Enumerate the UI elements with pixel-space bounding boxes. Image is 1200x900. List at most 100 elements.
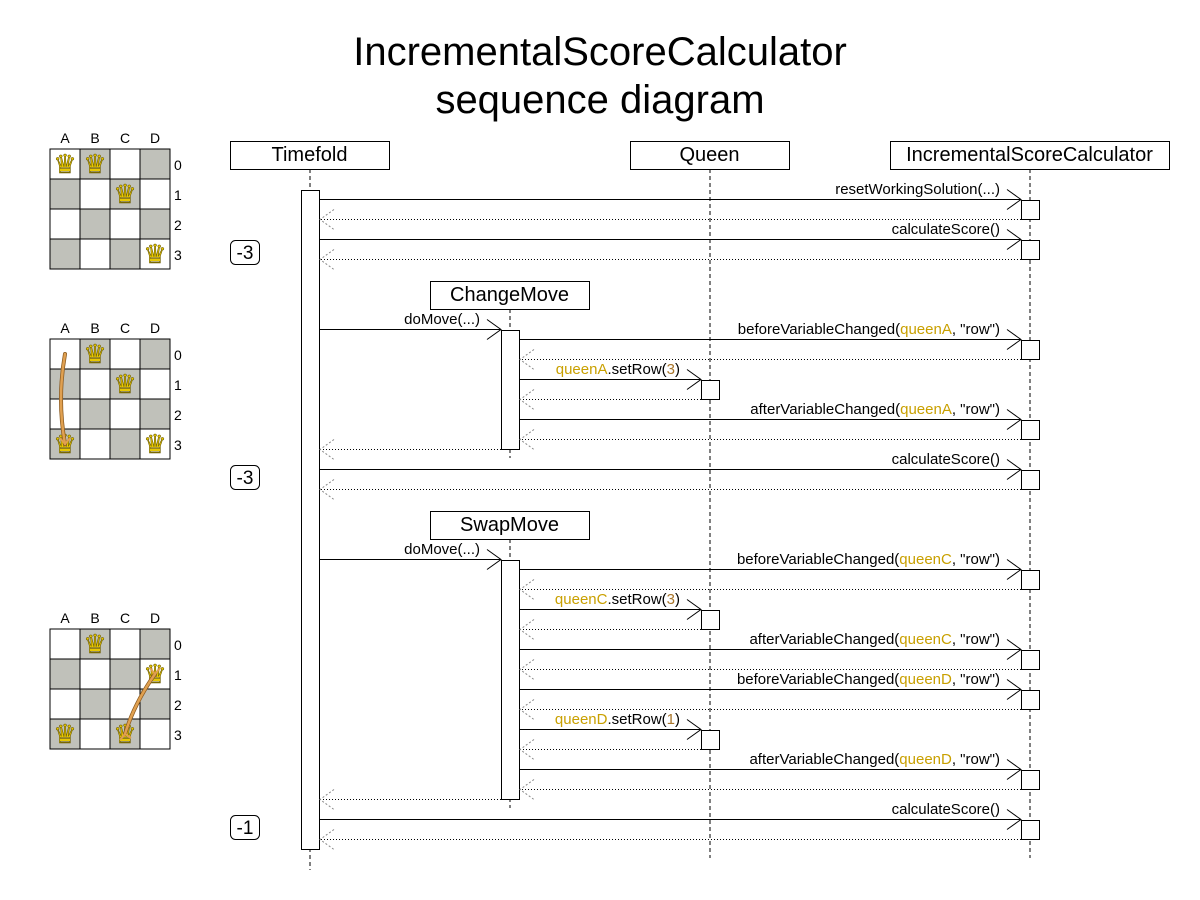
row-label: 3 — [174, 437, 182, 453]
column-label: D — [150, 610, 160, 626]
move-arrowhead — [119, 732, 132, 741]
board-square — [49, 658, 81, 690]
message-label-part: queenA — [900, 321, 952, 338]
isc-activation-box — [1021, 650, 1040, 670]
message-arrowhead — [686, 369, 702, 390]
row-label: 0 — [174, 347, 182, 363]
diagram-title: IncrementalScoreCalculator sequence diag… — [0, 28, 1200, 124]
message-label-part: .setRow( — [607, 591, 666, 608]
score-badge — [230, 240, 260, 265]
isc-activation-box — [1021, 570, 1040, 590]
board-square — [109, 658, 141, 690]
queen-icon: ♛ — [83, 629, 106, 659]
message-label-part: 1 — [667, 711, 675, 728]
isc-activation-box — [1021, 770, 1040, 790]
message-label-part: .setRow( — [607, 711, 666, 728]
message-label-part: ) — [675, 361, 680, 378]
isc-participant-box — [890, 141, 1170, 170]
board-square — [79, 208, 111, 240]
board-square — [109, 178, 141, 210]
message-label-part: queenC — [899, 631, 952, 648]
board-square — [109, 368, 141, 400]
board-square — [139, 688, 171, 720]
timefold-participant-label: Timefold — [272, 144, 348, 166]
queen-icon: ♛ — [53, 719, 76, 749]
row-label: 3 — [174, 247, 182, 263]
queen-icon: ♛ — [143, 239, 166, 269]
message-label-part: 3 — [667, 591, 675, 608]
message-label: queenC.setRow(3) — [555, 591, 680, 608]
message-label-part: afterVariableChanged( — [750, 401, 900, 418]
queen-icon: ♛ — [83, 149, 106, 179]
board-square — [79, 178, 111, 210]
message-arrowhead — [1006, 329, 1022, 350]
message-arrowhead — [1006, 809, 1022, 830]
message-label-part: , "row") — [952, 551, 1000, 568]
changemove-activation-bar — [501, 330, 520, 450]
return-message-arrowhead — [519, 779, 535, 800]
message-label-part: beforeVariableChanged( — [738, 321, 900, 338]
message-arrowhead — [1006, 409, 1022, 430]
message-label-part: queenD — [899, 671, 952, 688]
message-arrowhead — [686, 599, 702, 620]
queen-activation-box — [701, 730, 720, 750]
message-label-part: calculateScore() — [892, 801, 1000, 818]
message-label-part: .setRow( — [607, 361, 666, 378]
board-square — [109, 148, 141, 180]
message-label-part: afterVariableChanged( — [749, 751, 899, 768]
message-label-part: ) — [675, 591, 680, 608]
queen-participant-label: Queen — [679, 144, 739, 166]
message-label-part: ) — [675, 711, 680, 728]
column-label: A — [60, 610, 70, 626]
message-label: afterVariableChanged(queenC, "row") — [749, 631, 1000, 648]
message-label: doMove(...) — [404, 541, 480, 558]
message-label: beforeVariableChanged(queenD, "row") — [737, 671, 1000, 688]
isc-activation-box — [1021, 420, 1040, 440]
score-badge — [230, 465, 260, 490]
message-arrowhead — [1006, 459, 1022, 480]
message-label: afterVariableChanged(queenD, "row") — [749, 751, 1000, 768]
title-line-2: sequence diagram — [435, 78, 765, 122]
message-label: queenA.setRow(3) — [556, 361, 680, 378]
message-label-part: queenD — [899, 751, 952, 768]
board-square — [79, 718, 111, 750]
board-square — [79, 688, 111, 720]
row-label: 2 — [174, 217, 182, 233]
message-label-part: doMove(...) — [404, 311, 480, 328]
move-arrowhead — [149, 667, 161, 676]
swapmove-participant-label: SwapMove — [460, 514, 559, 536]
chessboard-1 — [49, 148, 171, 270]
board-square — [139, 718, 171, 750]
score-value: -1 — [237, 818, 254, 839]
isc-activation-box — [1021, 820, 1040, 840]
message-label: afterVariableChanged(queenA, "row") — [750, 401, 1000, 418]
board-square — [49, 208, 81, 240]
queen-activation-box — [701, 610, 720, 630]
timefold-participant-box — [230, 141, 390, 170]
column-label: D — [150, 320, 160, 336]
message-label-part: , "row") — [952, 401, 1000, 418]
message-label-part: , "row") — [952, 671, 1000, 688]
isc-activation-box — [1021, 690, 1040, 710]
board-square — [109, 208, 141, 240]
message-label-part: , "row") — [952, 631, 1000, 648]
board-square — [49, 238, 81, 270]
return-message-arrowhead — [319, 479, 335, 500]
board-square — [79, 428, 111, 460]
column-label: C — [120, 610, 130, 626]
board-square — [79, 238, 111, 270]
message-label-part: calculateScore() — [892, 221, 1000, 238]
message-arrowhead — [1006, 559, 1022, 580]
isc-activation-box — [1021, 240, 1040, 260]
board-square — [139, 178, 171, 210]
return-message-arrowhead — [519, 429, 535, 450]
column-label: C — [120, 320, 130, 336]
queen-icon: ♛ — [83, 339, 106, 369]
title-line-1: IncrementalScoreCalculator — [353, 30, 847, 74]
move-arrow — [123, 672, 157, 736]
message-label-part: queenA — [556, 361, 608, 378]
return-message-arrowhead — [519, 659, 535, 680]
board-square — [139, 208, 171, 240]
message-label-part: beforeVariableChanged( — [737, 551, 899, 568]
